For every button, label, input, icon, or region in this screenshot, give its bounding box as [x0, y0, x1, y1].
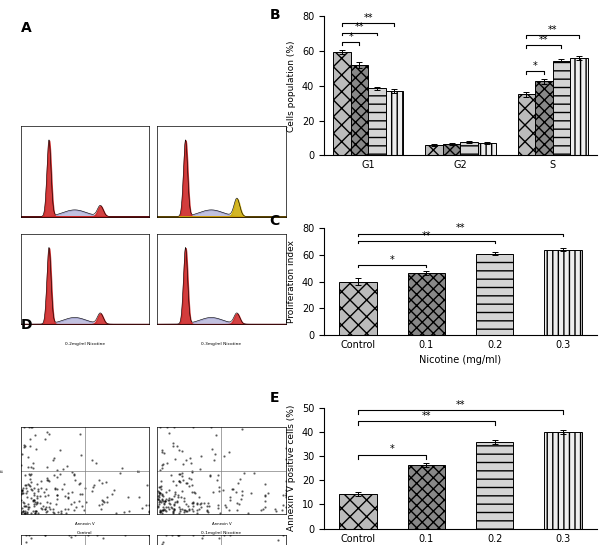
Text: **: ** — [548, 25, 557, 35]
Text: **: ** — [422, 231, 431, 241]
Bar — [339, 282, 377, 335]
Bar — [407, 273, 445, 335]
Bar — [553, 60, 570, 155]
Bar — [544, 250, 581, 335]
Y-axis label: Proliferation index: Proliferation index — [287, 240, 296, 323]
Bar — [518, 94, 535, 155]
Y-axis label: Cells population (%): Cells population (%) — [287, 40, 296, 131]
Text: **: ** — [455, 400, 465, 410]
Text: **: ** — [455, 223, 465, 233]
Text: **: ** — [364, 13, 373, 23]
Text: **: ** — [422, 411, 431, 421]
Bar — [476, 441, 514, 529]
Bar — [333, 52, 350, 155]
Bar — [570, 58, 588, 155]
Text: E: E — [269, 391, 279, 405]
Text: *: * — [390, 445, 395, 455]
Bar — [535, 81, 553, 155]
Bar — [443, 144, 460, 155]
Text: B: B — [269, 8, 280, 22]
Bar — [407, 465, 445, 529]
Bar — [478, 143, 496, 155]
Bar — [476, 253, 514, 335]
Text: C: C — [269, 214, 280, 228]
Text: *: * — [390, 255, 395, 265]
Bar — [460, 142, 478, 155]
Text: **: ** — [539, 35, 548, 45]
Bar — [386, 91, 403, 155]
Bar — [350, 65, 368, 155]
Text: A: A — [21, 21, 31, 35]
Bar — [368, 88, 386, 155]
Y-axis label: Annexin V positive cells (%): Annexin V positive cells (%) — [287, 405, 296, 531]
X-axis label: Nicotine (mg/ml): Nicotine (mg/ml) — [419, 355, 502, 365]
Bar — [425, 145, 443, 155]
Text: *: * — [533, 60, 538, 71]
Text: **: ** — [355, 22, 364, 33]
Text: *: * — [348, 32, 353, 42]
Bar — [544, 432, 581, 529]
Text: D: D — [21, 318, 32, 332]
Bar — [339, 494, 377, 529]
